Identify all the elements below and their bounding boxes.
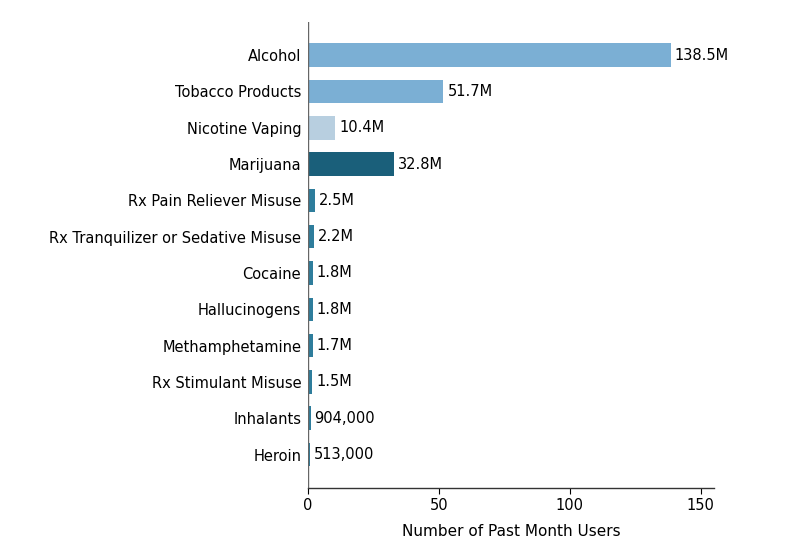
Bar	[308, 80, 444, 103]
Text: 2.2M: 2.2M	[318, 229, 354, 244]
Bar	[308, 225, 314, 249]
Text: 1.5M: 1.5M	[316, 375, 352, 389]
Text: 51.7M: 51.7M	[448, 84, 492, 99]
Bar	[308, 261, 313, 285]
Text: 513,000: 513,000	[313, 447, 374, 462]
Bar	[308, 407, 311, 430]
Text: 1.8M: 1.8M	[317, 302, 353, 317]
Bar	[308, 116, 336, 140]
Text: 138.5M: 138.5M	[675, 48, 728, 63]
Bar	[308, 152, 394, 176]
Text: 904,000: 904,000	[315, 411, 375, 426]
Text: 1.7M: 1.7M	[316, 338, 353, 353]
Bar	[308, 370, 312, 394]
X-axis label: Number of Past Month Users: Number of Past Month Users	[401, 524, 620, 539]
Text: 1.8M: 1.8M	[317, 265, 353, 280]
Bar	[308, 43, 671, 67]
Bar	[308, 443, 310, 466]
Bar	[308, 334, 312, 357]
Text: 10.4M: 10.4M	[339, 120, 384, 135]
Text: 32.8M: 32.8M	[398, 157, 443, 172]
Bar	[308, 188, 315, 212]
Bar	[308, 297, 313, 321]
Text: 2.5M: 2.5M	[319, 193, 354, 208]
